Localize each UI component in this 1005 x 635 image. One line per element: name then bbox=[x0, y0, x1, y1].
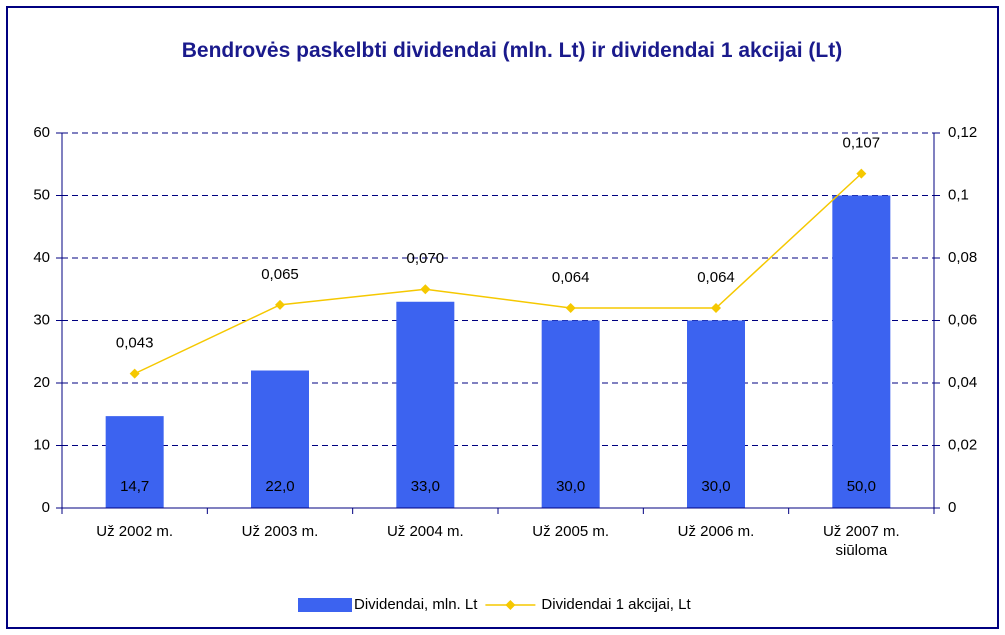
line-value-label: 0,107 bbox=[843, 135, 881, 152]
line-value-label: 0,043 bbox=[116, 335, 154, 352]
x-tick-label: Už 2004 m. bbox=[386, 523, 464, 540]
bar bbox=[832, 195, 891, 508]
bar-value-label: 14,7 bbox=[120, 478, 149, 495]
y-tick-label: 50 bbox=[33, 186, 50, 203]
y-tick-label: 20 bbox=[33, 374, 50, 391]
legend-label: Dividendai 1 akcijai, Lt bbox=[541, 596, 691, 613]
y-tick-label: 0 bbox=[42, 499, 50, 516]
bar-value-label: 33,0 bbox=[411, 478, 440, 495]
line-value-label: 0,070 bbox=[407, 250, 445, 267]
y2-tick-label: 0,06 bbox=[948, 311, 977, 328]
y-tick-label: 60 bbox=[33, 124, 50, 141]
bar-value-label: 50,0 bbox=[847, 478, 876, 495]
y-tick-label: 30 bbox=[33, 311, 50, 328]
y2-tick-label: 0,1 bbox=[948, 186, 969, 203]
y2-tick-label: 0 bbox=[948, 499, 956, 516]
line-marker bbox=[420, 284, 431, 295]
y2-tick-label: 0,04 bbox=[948, 374, 977, 391]
bar-value-label: 22,0 bbox=[265, 478, 294, 495]
line-marker bbox=[711, 303, 721, 313]
y-tick-label: 10 bbox=[33, 436, 50, 453]
bar bbox=[396, 301, 455, 508]
line-value-label: 0,064 bbox=[552, 269, 590, 286]
x-tick-label: Už 2007 m. siūloma bbox=[822, 523, 900, 559]
x-tick-label: Už 2003 m. bbox=[241, 523, 319, 540]
legend-swatch bbox=[298, 598, 352, 612]
line-marker bbox=[275, 299, 285, 310]
line-marker bbox=[856, 168, 867, 179]
line-marker bbox=[129, 368, 140, 379]
line bbox=[134, 173, 862, 375]
legend-label: Dividendai, mln. Lt bbox=[354, 596, 478, 613]
bar-value-label: 30,0 bbox=[556, 478, 585, 495]
bar bbox=[687, 320, 745, 508]
x-tick-label: Už 2006 m. bbox=[677, 523, 755, 540]
chart-title: Bendrovės paskelbti dividendai (mln. Lt)… bbox=[181, 39, 843, 62]
y2-tick-label: 0,02 bbox=[948, 436, 977, 453]
x-tick-label: Už 2002 m. bbox=[96, 523, 173, 540]
bar bbox=[541, 320, 600, 508]
bar bbox=[105, 416, 164, 508]
y2-tick-label: 0,08 bbox=[948, 249, 977, 266]
line-value-label: 0,064 bbox=[697, 269, 735, 286]
bar bbox=[251, 370, 309, 508]
y-tick-label: 40 bbox=[33, 249, 50, 266]
x-tick-label: Už 2005 m. bbox=[532, 523, 609, 540]
line-value-label: 0,065 bbox=[261, 266, 299, 283]
line-marker bbox=[565, 303, 576, 313]
y2-tick-label: 0,12 bbox=[948, 124, 977, 141]
legend-marker bbox=[505, 600, 516, 610]
bar-value-label: 30,0 bbox=[701, 478, 730, 495]
